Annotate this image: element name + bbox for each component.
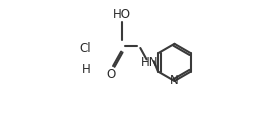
Text: H: H (81, 63, 90, 76)
Text: HN: HN (141, 56, 159, 69)
Text: Cl: Cl (79, 42, 91, 54)
Text: N: N (170, 75, 179, 87)
Text: HO: HO (113, 8, 131, 21)
Text: O: O (106, 68, 116, 81)
